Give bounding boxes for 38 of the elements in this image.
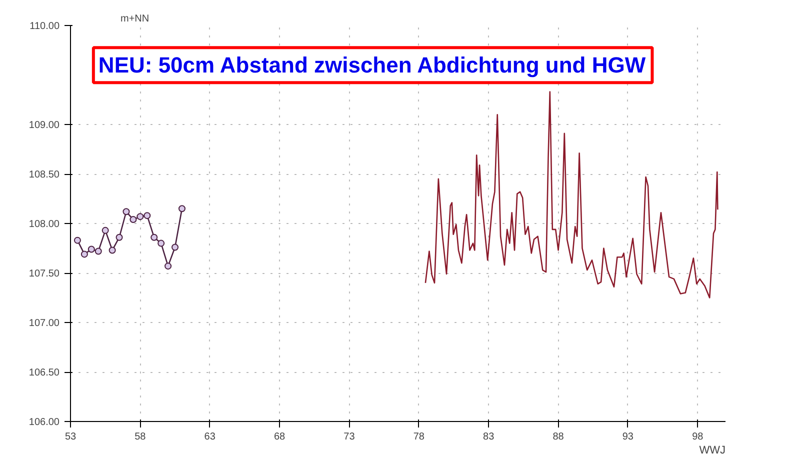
point [88, 246, 95, 253]
point [102, 226, 109, 234]
y-tick-label: 106.00 [28, 417, 60, 428]
y-tick-label: 109.00 [28, 120, 60, 131]
point [116, 234, 123, 241]
x-tick-label: 58 [134, 432, 146, 442]
y-tick-label: 108.00 [28, 219, 60, 230]
x-tick-label: 88 [552, 432, 564, 442]
point [178, 205, 186, 212]
point [158, 240, 165, 247]
x-tick-label: 53 [64, 432, 76, 442]
point [150, 234, 158, 241]
line-series [424, 91, 718, 298]
x-axis-title: WWJ [699, 444, 726, 456]
point [108, 246, 116, 254]
y-tick-label: 107.50 [28, 268, 60, 280]
x-tick-label: 68 [274, 432, 286, 442]
y-axis-title: m+NN [120, 14, 150, 24]
y-tick-label: 107.00 [28, 318, 60, 329]
point [130, 216, 137, 224]
x-tick-label: 63 [204, 432, 216, 442]
y-tick-label: 110.00 [30, 21, 60, 32]
x-tick-label: 98 [692, 432, 704, 442]
y-tick-label: 106.50 [28, 368, 60, 378]
y-tick-label: 108.50 [28, 170, 60, 180]
point [136, 213, 144, 220]
x-tick-label: 93 [622, 432, 634, 442]
point [122, 208, 130, 216]
x-tick-label: 83 [483, 432, 495, 442]
annotation: NEU: 50cm Abstand zwischen Abdichtung und HGW [98, 52, 646, 78]
x-tick-label: 73 [344, 432, 356, 442]
point [74, 236, 81, 244]
x-tick-label: 78 [413, 432, 425, 442]
point [80, 250, 88, 258]
point [172, 244, 179, 251]
point [144, 212, 151, 220]
point [164, 262, 172, 270]
point [94, 248, 102, 255]
